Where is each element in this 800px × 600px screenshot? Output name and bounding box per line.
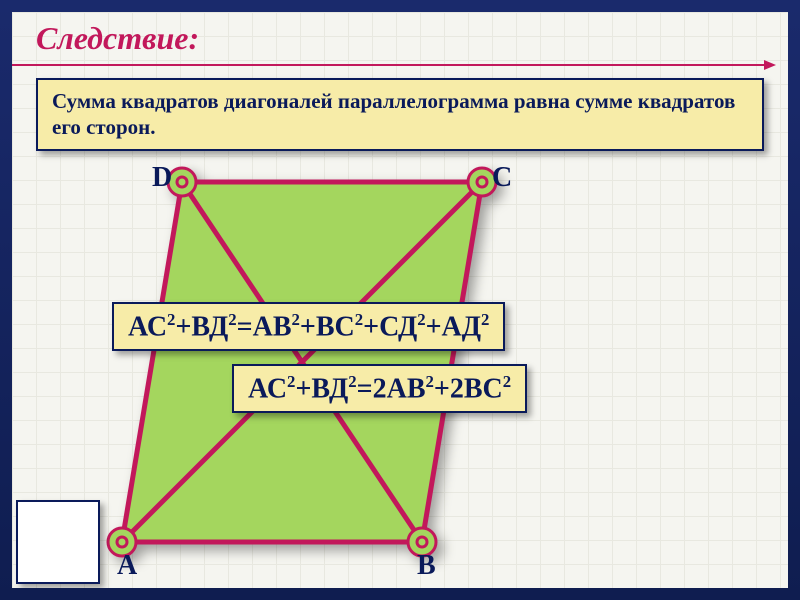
title-underline: [12, 64, 768, 66]
slide-frame: Следствие: Сумма квадратов диагоналей па…: [0, 0, 800, 600]
formula-2: АС2+ВД2=2АВ2+2ВС2: [232, 364, 527, 413]
diagram-svg: [92, 152, 522, 572]
vertex-label-D: D: [152, 162, 172, 194]
parallelogram-diagram: [92, 152, 522, 572]
vertex-label-B: В: [417, 550, 436, 582]
vertex-label-A: А: [117, 550, 137, 582]
theorem-statement: Сумма квадратов диагоналей параллелограм…: [36, 78, 764, 151]
slide-panel: Следствие: Сумма квадратов диагоналей па…: [12, 12, 788, 588]
slide-title: Следствие:: [36, 20, 199, 57]
vertex-label-C: С: [492, 162, 512, 194]
diagram-shape-group: [108, 168, 496, 556]
formula-1: АС2+ВД2=АВ2+ВС2+СД2+АД2: [112, 302, 505, 351]
corner-decor: [16, 500, 100, 584]
